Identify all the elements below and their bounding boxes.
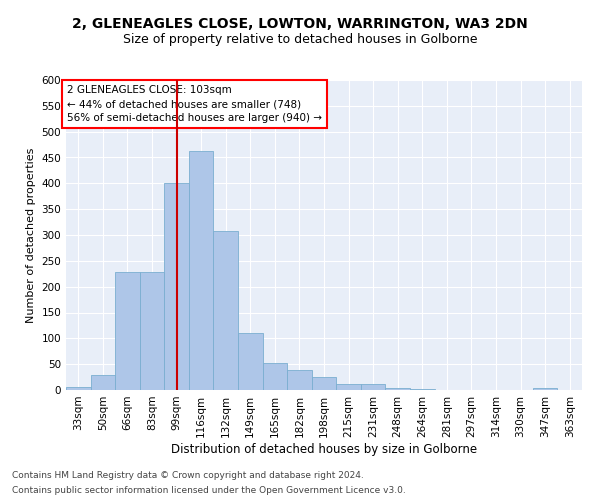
Bar <box>238 333 263 390</box>
Bar <box>189 151 214 390</box>
Text: Contains HM Land Registry data © Crown copyright and database right 2024.: Contains HM Land Registry data © Crown c… <box>12 471 364 480</box>
Text: 2 GLENEAGLES CLOSE: 103sqm
← 44% of detached houses are smaller (748)
56% of sem: 2 GLENEAGLES CLOSE: 103sqm ← 44% of deta… <box>67 85 322 123</box>
Bar <box>140 272 164 390</box>
Bar <box>66 388 91 390</box>
Text: 2, GLENEAGLES CLOSE, LOWTON, WARRINGTON, WA3 2DN: 2, GLENEAGLES CLOSE, LOWTON, WARRINGTON,… <box>72 18 528 32</box>
Bar <box>312 376 336 390</box>
Bar <box>214 232 238 390</box>
Bar <box>385 388 410 390</box>
Bar <box>164 184 189 390</box>
Bar <box>533 388 557 390</box>
X-axis label: Distribution of detached houses by size in Golborne: Distribution of detached houses by size … <box>171 442 477 456</box>
Bar <box>263 362 287 390</box>
Bar <box>287 370 312 390</box>
Y-axis label: Number of detached properties: Number of detached properties <box>26 148 36 322</box>
Bar <box>91 374 115 390</box>
Bar <box>115 272 140 390</box>
Text: Size of property relative to detached houses in Golborne: Size of property relative to detached ho… <box>123 32 477 46</box>
Text: Contains public sector information licensed under the Open Government Licence v3: Contains public sector information licen… <box>12 486 406 495</box>
Bar <box>361 384 385 390</box>
Bar <box>336 384 361 390</box>
